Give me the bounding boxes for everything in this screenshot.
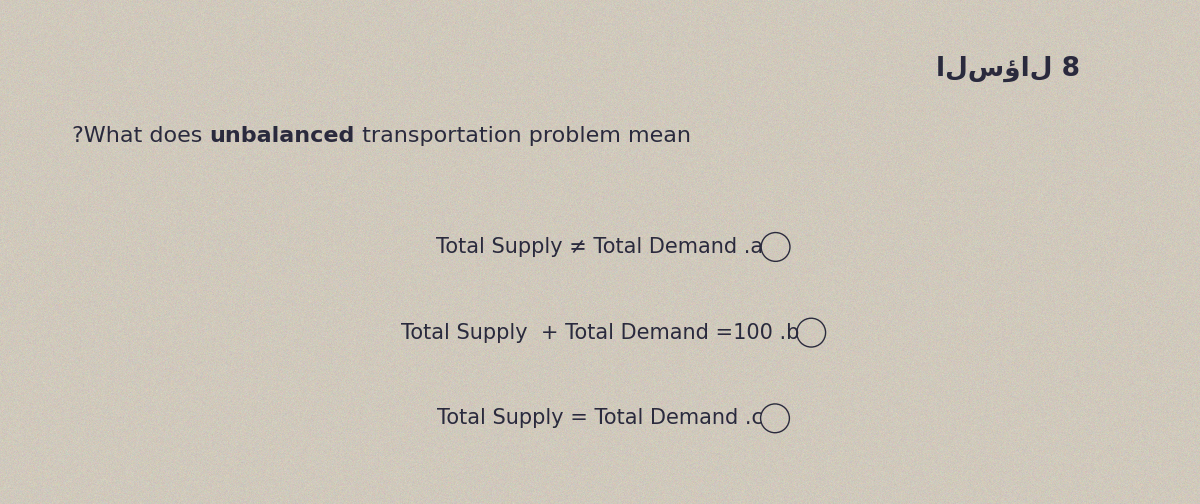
Text: السؤال 8: السؤال 8 (936, 55, 1080, 82)
Text: transportation problem mean: transportation problem mean (355, 126, 691, 146)
Text: Total Supply = Total Demand .c: Total Supply = Total Demand .c (437, 408, 763, 428)
Text: unbalanced: unbalanced (210, 126, 355, 146)
Text: ?What does: ?What does (72, 126, 210, 146)
Text: Total Supply ≠ Total Demand .a: Total Supply ≠ Total Demand .a (437, 237, 763, 257)
Text: Total Supply  + Total Demand =100 .b: Total Supply + Total Demand =100 .b (401, 323, 799, 343)
